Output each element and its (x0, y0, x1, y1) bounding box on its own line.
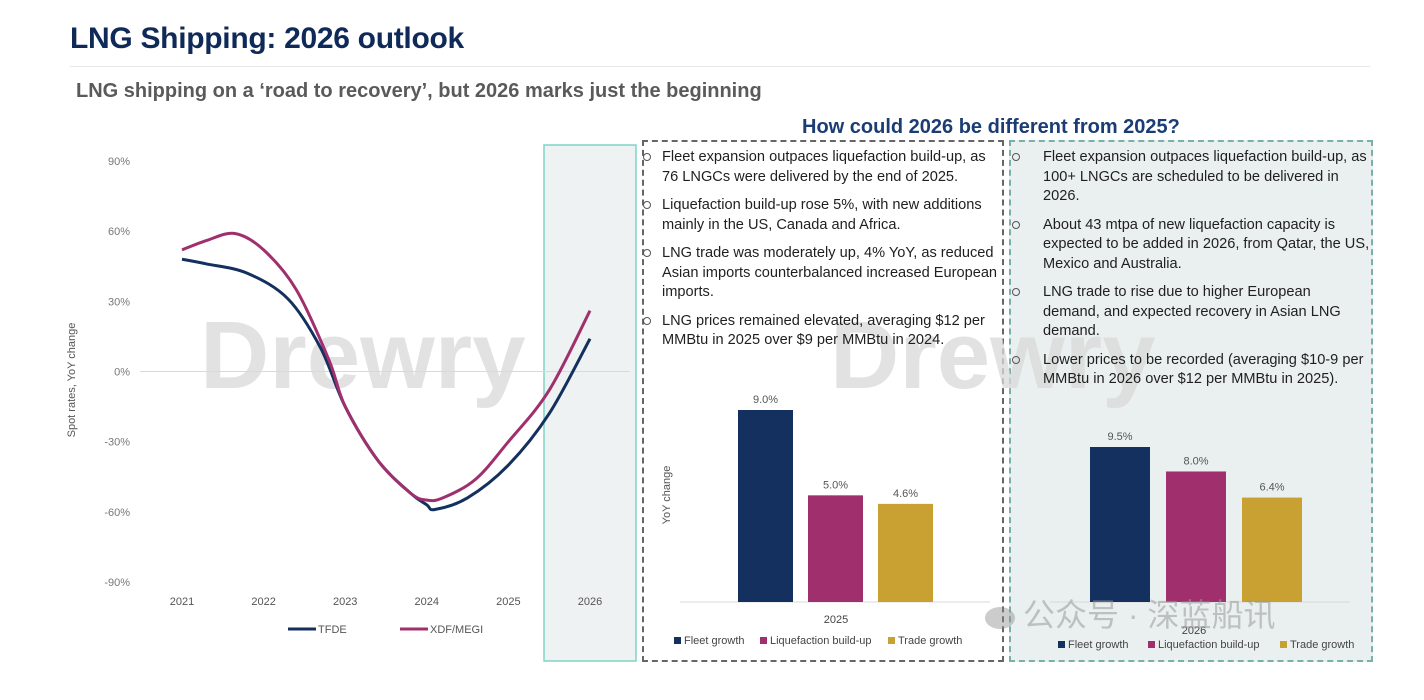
legend-label: Fleet growth (684, 635, 745, 647)
x-tick-label: 2026 (578, 596, 602, 608)
x-tick-label: 2021 (170, 596, 194, 608)
bar (738, 410, 793, 602)
legend-label: Trade growth (1290, 639, 1354, 651)
bullets-2026: Fleet expansion outpaces liquefaction bu… (1012, 148, 1371, 399)
bar-chart-2026: 9.5% 8.0% 6.4% 2026 Fleet growth Liquefaction… (1050, 431, 1354, 651)
bullet-2026-3: LNG trade to rise due to higher European… (1012, 283, 1371, 342)
bar-value-label: 6.4% (1259, 482, 1284, 494)
bullet-circle-icon (1012, 153, 1020, 161)
bar-x-label: 2026 (1182, 625, 1206, 637)
bullet-2025-3: LNG trade was moderately up, 4% YoY, as … (643, 244, 1004, 303)
bullet-text: LNG prices remained elevated, averaging … (662, 312, 985, 349)
bullet-text: About 43 mtpa of new liquefaction capaci… (1043, 216, 1370, 272)
y-tick-label: -30% (104, 437, 130, 449)
wechat-watermark: 公众号 · 深蓝船讯 (985, 590, 1275, 636)
bullet-2026-1: Fleet expansion outpaces liquefaction bu… (1012, 148, 1371, 207)
bullet-2025-4: LNG prices remained elevated, averaging … (643, 312, 1004, 351)
bullet-2026-2: About 43 mtpa of new liquefaction capaci… (1012, 216, 1371, 275)
y-tick-label: 60% (108, 226, 130, 238)
bullet-text: Liquefaction build-up rose 5%, with new … (662, 197, 982, 233)
legend-label: TFDE (318, 624, 347, 636)
series-line-xdf-megi (181, 231, 592, 503)
x-tick-label: 2025 (496, 596, 520, 608)
bullet-circle-icon (643, 316, 651, 325)
bullet-circle-icon (1012, 288, 1020, 296)
bullet-2025-1: Fleet expansion outpaces liquefaction bu… (643, 148, 1004, 187)
bar (1242, 497, 1302, 602)
panel-2025 (642, 140, 1004, 662)
bullet-text: LNG trade was moderately up, 4% YoY, as … (662, 245, 998, 300)
bullet-circle-icon (643, 201, 651, 209)
bar-value-label: 5.0% (823, 479, 848, 491)
legend-label: XDF/MEGI (430, 624, 483, 636)
legend-label: Trade growth (898, 635, 962, 647)
bar-x-label: 2025 (824, 614, 848, 626)
bullet-circle-icon (1012, 355, 1020, 364)
page-title: LNG Shipping: 2026 outlook (70, 22, 464, 55)
bar (808, 495, 863, 602)
legend-swatch (1058, 641, 1065, 648)
wechat-watermark-text: 公众号 · 深蓝船讯 (1023, 597, 1276, 633)
bar-value-label: 9.5% (1107, 431, 1132, 443)
bullet-text: Lower prices to be recorded (averaging $… (1043, 351, 1364, 388)
highlight-2026-box (543, 144, 637, 662)
y-tick-label: -60% (104, 507, 130, 519)
bullet-text: LNG trade to rise due to higher European… (1043, 284, 1341, 339)
x-tick-label: 2023 (333, 596, 357, 608)
legend-swatch (888, 637, 895, 644)
legend-label: Fleet growth (1068, 639, 1129, 651)
drewry-watermark-text: Drewry (830, 302, 1156, 409)
title-divider (70, 66, 1370, 67)
bar-y-axis-label: YoY change (661, 466, 673, 525)
drewry-watermark: Drewry Drewry (200, 302, 1156, 409)
bullet-2026-4: Lower prices to be recorded (averaging $… (1012, 351, 1371, 390)
bar (1166, 471, 1226, 602)
legend-swatch (1148, 641, 1155, 648)
legend-label: Liquefaction build-up (770, 635, 872, 647)
comparison-heading: How could 2026 be different from 2025? (802, 116, 1180, 138)
bar-value-label: 8.0% (1183, 455, 1208, 467)
x-tick-label: 2024 (415, 596, 439, 608)
y-axis-label: Spot rates, YoY change (66, 323, 78, 438)
bullet-circle-icon (643, 249, 651, 257)
x-tick-label: 2022 (251, 596, 275, 608)
bar-value-label: 9.0% (753, 394, 778, 406)
bar-chart-2025: 9.0% 5.0% 4.6% 2025 YoY change Fleet growth Li… (661, 394, 990, 647)
wechat-icon (985, 606, 1015, 629)
bar (1090, 447, 1150, 602)
y-tick-label: 90% (108, 156, 130, 168)
bar (878, 503, 933, 602)
bullet-2025-2: Liquefaction build-up rose 5%, with new … (643, 196, 1004, 235)
bullet-text: Fleet expansion outpaces liquefaction bu… (1043, 149, 1367, 204)
y-tick-label: 30% (108, 296, 130, 308)
bar-value-label: 4.6% (893, 488, 918, 500)
legend-swatch (1280, 641, 1287, 648)
bullets-2025: Fleet expansion outpaces liquefaction bu… (643, 148, 1004, 360)
bullet-circle-icon (1012, 220, 1020, 229)
legend-swatch (674, 637, 681, 644)
legend-swatch (760, 637, 767, 644)
y-tick-label: -90% (104, 577, 130, 589)
bullet-text: Fleet expansion outpaces liquefaction bu… (662, 149, 986, 185)
page-subtitle: LNG shipping on a ‘road to recovery’, bu… (76, 80, 762, 102)
legend-label: Liquefaction build-up (1158, 639, 1260, 651)
spot-rates-line-chart: 90% 60% 30% 0% -30% -60% -90% 2021 2022 2023 2024 2… (66, 144, 637, 662)
bullet-circle-icon (643, 153, 651, 161)
drewry-watermark-text: Drewry (200, 302, 526, 409)
y-tick-label: 0% (114, 367, 130, 379)
